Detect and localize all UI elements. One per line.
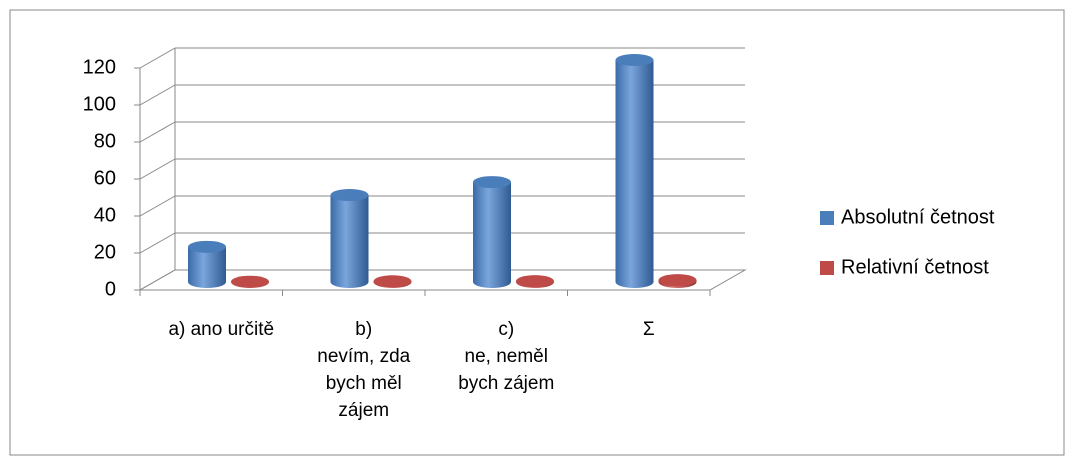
bar	[615, 60, 654, 288]
grid-line	[139, 195, 176, 217]
bar-top	[516, 275, 554, 288]
y-tick-label: 0	[105, 278, 116, 300]
bar-top	[473, 176, 511, 189]
bar	[330, 195, 369, 288]
bar	[188, 246, 226, 288]
y-tick-label: 80	[94, 130, 116, 152]
bar-top	[373, 275, 412, 288]
bar-top	[330, 189, 369, 202]
grid-line	[139, 47, 176, 69]
grid-line	[139, 84, 176, 106]
frame	[9, 9, 1065, 456]
floor	[138, 269, 747, 291]
y-tick-label: 60	[94, 167, 116, 189]
legend-label: Absolutní četnost	[841, 206, 995, 228]
grid-line	[139, 269, 176, 291]
x-tick-label: Σ	[642, 319, 655, 340]
y-tick-label: 40	[94, 204, 116, 226]
grid-line	[139, 121, 176, 143]
legend-label: Relativní četnost	[841, 256, 989, 278]
x-tick-label: c) ne, neměl bych zájem	[458, 319, 555, 394]
bar-top	[658, 274, 697, 287]
bar	[473, 182, 511, 288]
bar-top	[231, 275, 269, 288]
x-tick-label: a) ano určitě	[168, 319, 275, 340]
bar-top	[188, 240, 226, 253]
bar-top	[615, 54, 654, 66]
y-tick-label: 20	[94, 241, 116, 263]
legend-swatch	[820, 211, 834, 225]
grid-line	[139, 232, 176, 254]
grid-line	[139, 158, 176, 180]
y-tick-label: 120	[83, 56, 116, 78]
y-tick-label: 100	[83, 93, 116, 115]
x-tick-label: b) nevím, zda bych měl zájem	[317, 319, 411, 421]
legend-swatch	[820, 261, 834, 275]
